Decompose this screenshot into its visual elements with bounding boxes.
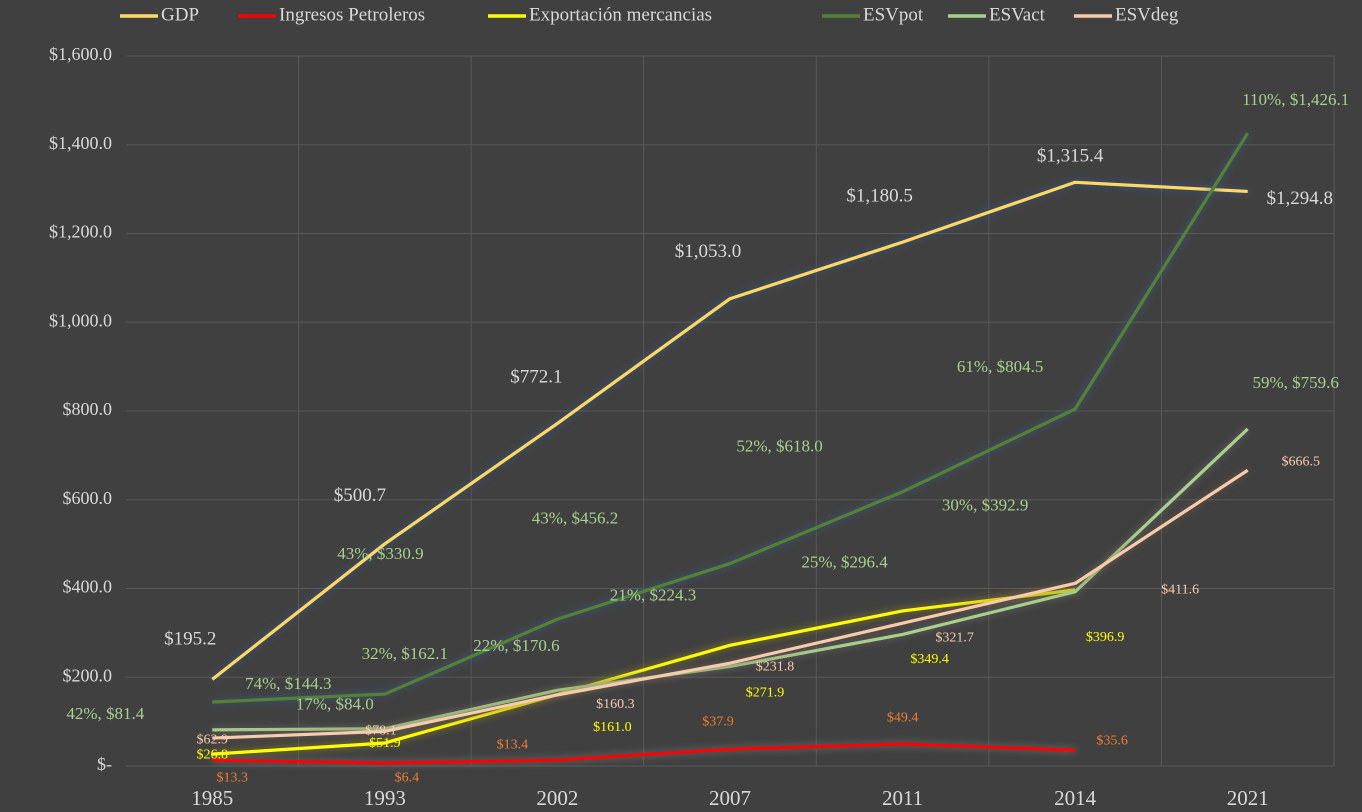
data-label: 21%, $224.3 [610, 585, 696, 604]
data-label: $396.9 [1086, 630, 1125, 645]
data-label: 74%, $144.3 [245, 674, 331, 693]
data-label: $411.6 [1161, 583, 1199, 598]
data-label: $6.4 [395, 770, 420, 785]
y-tick-label: $400.0 [63, 577, 113, 597]
legend-label: ESVact [989, 4, 1046, 25]
series-line [211, 180, 1248, 681]
data-label: $349.4 [910, 652, 949, 667]
data-label: $1,053.0 [675, 241, 742, 262]
legend-label: Ingresos Petroleros [279, 4, 425, 25]
data-label: $271.9 [746, 686, 785, 701]
data-label: $26.8 [197, 747, 229, 762]
data-label: $231.8 [756, 659, 795, 674]
data-label: $37.9 [702, 714, 734, 729]
legend-label: Exportación mercancias [529, 4, 712, 25]
x-tick-label: 1993 [364, 786, 406, 810]
x-tick-label: 1985 [191, 786, 233, 810]
data-label: $1,180.5 [846, 186, 913, 207]
series-line [212, 132, 1250, 704]
y-tick-label: $1,000.0 [49, 310, 112, 330]
data-label: 43%, $330.9 [337, 544, 423, 563]
data-label: 61%, $804.5 [957, 357, 1043, 376]
data-label: 42%, $81.4 [66, 704, 144, 723]
data-label: 30%, $392.9 [942, 496, 1028, 515]
data-label: $772.1 [510, 367, 562, 388]
series-line [212, 468, 1249, 740]
x-tick-label: 2014 [1054, 786, 1097, 810]
data-label: $160.3 [596, 697, 635, 712]
data-label: $78.1 [365, 724, 397, 739]
data-label: 43%, $456.2 [532, 508, 618, 527]
data-label: $321.7 [935, 630, 974, 645]
data-label: 110%, $1,426.1 [1242, 90, 1349, 109]
data-label: $13.3 [217, 770, 249, 785]
data-label: $62.9 [197, 732, 229, 747]
y-tick-label: $1,600.0 [49, 44, 112, 64]
series-line [212, 427, 1249, 732]
y-tick-label: $1,400.0 [49, 133, 112, 153]
data-label: $666.5 [1281, 454, 1320, 469]
series-line [212, 742, 1076, 765]
data-label: $13.4 [497, 737, 529, 752]
legend-label: ESVdeg [1115, 4, 1179, 25]
data-label: 17%, $84.0 [296, 695, 374, 714]
data-label: 32%, $162.1 [362, 644, 448, 663]
data-label: 52%, $618.0 [736, 437, 822, 456]
x-tick-label: 2002 [536, 786, 578, 810]
y-tick-label: $200.0 [63, 665, 113, 685]
data-label: $1,315.4 [1037, 146, 1104, 167]
y-tick-label: $800.0 [63, 399, 113, 419]
data-label: $49.4 [887, 710, 919, 725]
data-label: 22%, $170.6 [473, 636, 559, 655]
data-label: $35.6 [1096, 733, 1128, 748]
x-tick-label: 2011 [882, 786, 923, 810]
data-label: $51.9 [369, 736, 401, 751]
data-label: $195.2 [164, 629, 216, 650]
x-tick-label: 2007 [709, 786, 751, 810]
data-label: $1,294.8 [1266, 188, 1333, 209]
y-tick-label: $600.0 [63, 488, 113, 508]
legend-label: ESVpot [863, 4, 924, 25]
y-tick-label: $- [97, 754, 112, 774]
data-label: 25%, $296.4 [801, 552, 888, 571]
x-tick-label: 2021 [1227, 786, 1269, 810]
data-label: $500.7 [334, 485, 386, 506]
legend-label: GDP [161, 4, 199, 25]
data-label: 59%, $759.6 [1253, 373, 1339, 392]
data-label: $161.0 [593, 720, 632, 735]
series-line [212, 588, 1076, 756]
y-tick-label: $1,200.0 [49, 222, 112, 242]
